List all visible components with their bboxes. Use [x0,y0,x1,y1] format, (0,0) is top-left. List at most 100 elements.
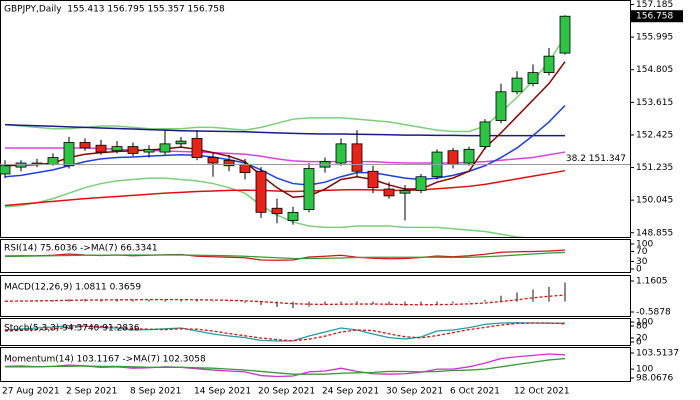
y-tick-label: 30 [636,257,648,267]
overlay-line [4,61,566,199]
x-tick-label: 27 Aug 2021 [2,387,60,397]
candle-body [223,159,235,167]
histogram-bar [148,299,150,302]
y-tick-label: 80 [636,322,648,332]
y-tick-label: 103.5137 [636,349,679,359]
candle-body [415,176,427,191]
y-tick-label: 0 [636,338,642,348]
candle-body [335,143,347,164]
price-label: 156.758 [636,12,673,22]
histogram-bar [404,301,406,306]
y-tick-label: 100 [636,365,653,375]
x-tick-label: 14 Sep 2021 [194,387,251,397]
candle-body [383,188,395,197]
y-tick-label: 98.0676 [636,374,673,384]
candle-body [463,148,475,164]
histogram-bar [420,301,422,306]
y-tick-label: 152.425 [636,130,673,140]
x-tick-label: 30 Sep 2021 [386,387,443,397]
y-tick-label: -0.5878 [636,308,671,318]
panel-plot [4,282,566,308]
histogram-bar [548,286,550,302]
indicator-line [4,322,566,342]
histogram-bar [180,299,182,302]
x-tick-label: 8 Sep 2021 [130,387,181,397]
overlay-line [4,36,566,133]
y-tick-label: 20 [636,334,648,344]
candle-body [15,162,27,168]
y-tick-label: 155.995 [636,33,673,43]
candle-body [367,170,379,189]
momentum-panel-frame [0,347,631,382]
histogram-bar [516,292,518,302]
candle-body [303,168,315,211]
histogram-bar [260,301,262,306]
y-tick-label: 100 [636,318,653,328]
y-tick-label: 0 [636,265,642,275]
histogram-bar [436,301,438,305]
candle-body [287,211,299,221]
panel-plot [4,353,566,378]
candle-body [351,143,363,172]
histogram-bar [500,295,502,302]
histogram-bar [564,282,566,302]
candle-body [207,157,219,164]
y-tick-label: 1.1605 [636,277,668,287]
candle-body [47,157,59,165]
x-tick-label: 20 Sep 2021 [258,387,315,397]
histogram-bar [308,301,310,307]
candle-body [143,148,155,153]
candle-body [239,163,251,174]
histogram-bar [372,301,374,305]
indicator-line [4,322,566,342]
x-tick-label: 24 Sep 2021 [322,387,379,397]
y-tick-label: 154.805 [636,65,673,75]
main-panel-frame [0,0,631,238]
panel-title: GBPJPY,Daily 155.413 156.795 155.357 156… [4,5,225,15]
histogram-bar [132,299,134,302]
histogram-bar [532,289,534,302]
candle-body [111,146,123,152]
overlay-line [4,123,565,137]
overlay-line [4,169,566,207]
candle-body [559,15,571,54]
y-tick-label: 150.045 [636,196,673,206]
histogram-bar [212,301,214,302]
panel-title: Stoch(5,3,3) 94.3740 91.2836 [4,324,140,334]
candle-body [175,140,187,145]
histogram-bar [292,301,294,308]
candle-body [511,77,523,93]
stoch-panel-frame [0,318,631,346]
y-tick-label: 100 [636,240,653,250]
candle-body [527,72,539,84]
panel-plot [0,15,571,237]
x-tick-label: 6 Oct 2021 [450,387,500,397]
candle-body [479,121,491,147]
price-box [631,10,683,23]
y-tick-label: 157.185 [636,0,673,10]
histogram-bar [452,301,454,304]
histogram-bar [356,301,358,304]
histogram-bar [196,300,198,302]
candle-body [127,146,139,154]
histogram-bar [164,299,166,302]
panel-plot [4,322,566,342]
indicator-line [4,353,566,378]
candle-body [255,170,267,213]
histogram-bar [324,301,326,306]
candle-body [95,144,107,153]
y-tick-label: 153.615 [636,98,673,108]
candle-body [79,142,91,149]
indicator-line [5,357,566,375]
candle-body [0,165,11,175]
candle-body [447,150,459,165]
macd-panel-frame [0,275,631,317]
y-tick-label: 70 [636,247,648,257]
rsi-panel-frame [0,239,631,273]
indicator-line [4,251,566,260]
indicator-line [4,294,566,306]
histogram-bar [52,299,54,302]
x-tick-label: 2 Sep 2021 [66,387,117,397]
panel-title: RSI(14) 75.6036 ->MA(7) 66.3341 [4,244,158,254]
